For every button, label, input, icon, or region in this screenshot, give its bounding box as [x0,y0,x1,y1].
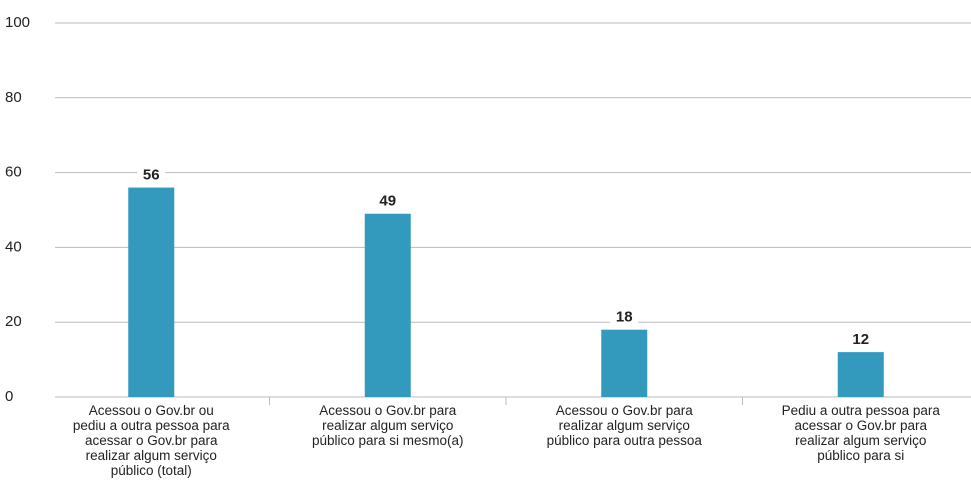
value-label-bg [137,165,166,184]
bar [837,352,884,397]
bar [128,187,175,397]
value-label-bg [846,330,875,349]
y-tick-label: 60 [5,164,22,181]
bar [601,329,648,397]
value-label: 18 [616,309,633,326]
y-tick-label: 40 [5,238,22,255]
x-tick-label: Acessou o Gov.br para realizar algum ser… [311,403,464,448]
x-tick-label: Pediu a outra pessoa para acessar o Gov.… [781,403,940,463]
y-tick-label: 20 [5,313,22,330]
x-tick-label: Acessou o Gov.br para realizar algum ser… [546,403,702,448]
value-label: 12 [852,331,869,348]
y-tick-label: 100 [5,14,30,31]
value-label: 56 [143,167,160,184]
value-label-bg [373,191,402,210]
y-tick-label: 0 [5,388,13,405]
bar [364,213,411,397]
x-tick-label: Acessou o Gov.br ou pediu a outra pessoa… [72,403,230,478]
value-label-bg [610,307,639,326]
y-tick-label: 80 [5,89,22,106]
value-label: 49 [379,193,396,210]
